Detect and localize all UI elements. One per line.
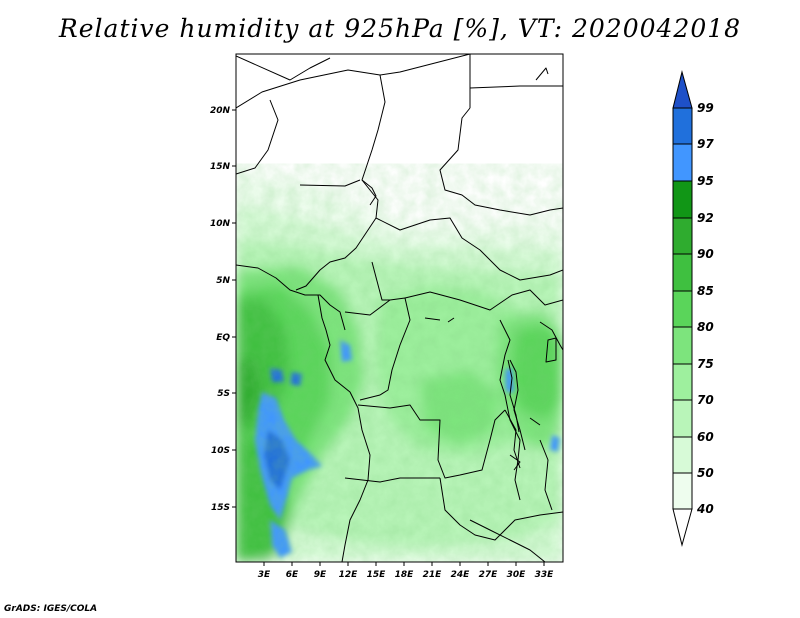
colorbar-segment-90-92 — [672, 217, 693, 255]
lat-label-20n: 20N — [210, 106, 231, 116]
lat-label-5n: 5N — [216, 276, 230, 286]
lon-label-3e: 3E — [258, 570, 271, 580]
colorbar-label-60: 60 — [697, 430, 714, 444]
colorbar-segment-85-90 — [672, 253, 693, 292]
lat-label-eq: EQ — [216, 333, 230, 343]
lon-label-30e: 30E — [507, 570, 527, 580]
colorbar-segment-40-50 — [672, 472, 693, 510]
colorbar-label-99: 99 — [697, 101, 714, 115]
colorbar-label-80: 80 — [697, 320, 714, 334]
latitude-axis: 20N 15N 10N 5N EQ 5S 10S 15S — [210, 106, 236, 513]
colorbar-segment-80-85 — [672, 290, 693, 328]
colorbar — [672, 70, 693, 547]
lat-label-10s: 10S — [211, 446, 230, 456]
colorbar-label-70: 70 — [697, 393, 714, 407]
colorbar-label-92: 92 — [697, 211, 714, 225]
colorbar-segment-gt99 — [672, 70, 693, 109]
lon-label-12e: 12E — [339, 570, 359, 580]
colorbar-label-97: 97 — [697, 137, 714, 151]
colorbar-segment-60-70 — [672, 399, 693, 438]
colorbar-segment-lt40 — [672, 508, 693, 547]
lat-label-5s: 5S — [217, 389, 230, 399]
lat-label-15s: 15S — [211, 503, 230, 513]
colorbar-label-95: 95 — [697, 174, 714, 188]
lat-label-10n: 10N — [210, 219, 231, 229]
lon-label-33e: 33E — [535, 570, 555, 580]
lon-label-21e: 21E — [423, 570, 443, 580]
longitude-axis: 3E 6E 9E 12E 15E 18E 21E 24E 27E 30E 33E — [258, 562, 554, 580]
colorbar-segment-92-95 — [672, 180, 693, 219]
humidity-field — [236, 54, 563, 562]
colorbar-label-90: 90 — [697, 247, 714, 261]
colorbar-labels: 99 97 95 92 90 85 80 75 70 60 50 40 — [696, 101, 714, 516]
lon-label-18e: 18E — [395, 570, 415, 580]
grads-credit: GrADS: IGES/COLA — [4, 604, 98, 614]
lon-label-6e: 6E — [286, 570, 299, 580]
colorbar-label-40: 40 — [696, 502, 714, 516]
map-title: Relative humidity at 925hPa [%], VT: 202… — [58, 14, 742, 43]
colorbar-segment-50-60 — [672, 436, 693, 474]
lon-label-24e: 24E — [451, 570, 471, 580]
lat-label-15n: 15N — [210, 162, 231, 172]
colorbar-label-50: 50 — [697, 466, 714, 480]
lon-label-27e: 27E — [479, 570, 499, 580]
colorbar-segment-97-99 — [672, 107, 693, 145]
colorbar-segment-95-97 — [672, 143, 693, 182]
colorbar-segment-70-75 — [672, 363, 693, 401]
colorbar-segment-75-80 — [672, 326, 693, 365]
lon-label-9e: 9E — [314, 570, 327, 580]
colorbar-label-85: 85 — [697, 284, 714, 298]
lon-label-15e: 15E — [367, 570, 387, 580]
colorbar-label-75: 75 — [697, 357, 714, 371]
